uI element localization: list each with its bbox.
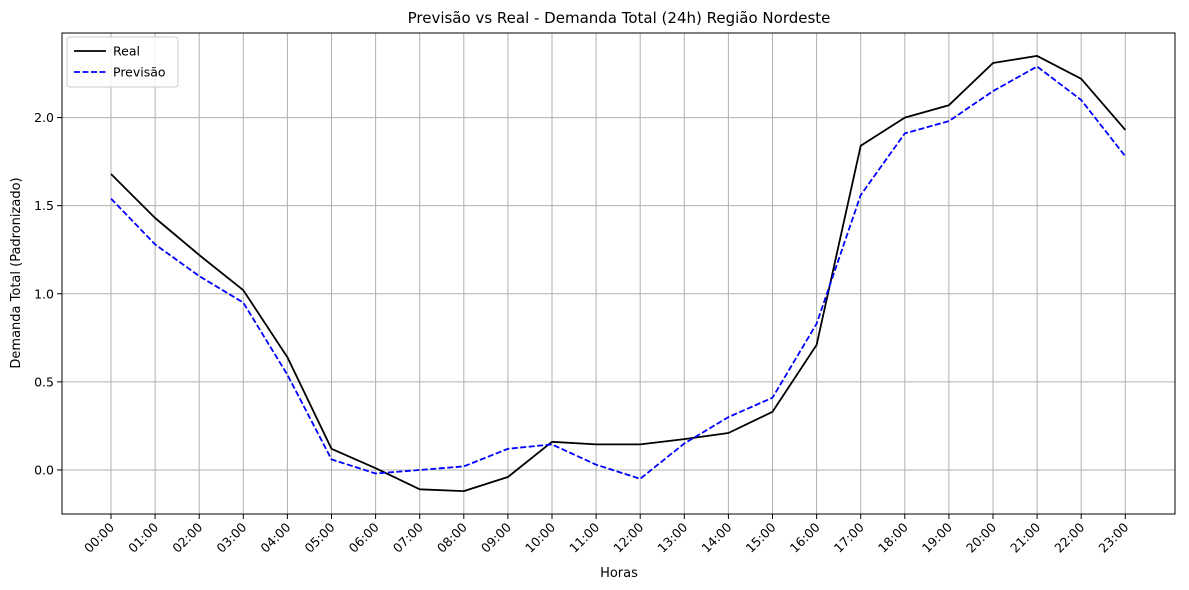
legend-label-real: Real xyxy=(113,44,140,59)
x-tick-label: 22:00 xyxy=(1051,519,1087,555)
x-tick-label: 01:00 xyxy=(125,519,161,555)
legend-entry-real: Real xyxy=(74,44,140,59)
series-line-previsao xyxy=(110,65,1127,480)
x-axis-label: Horas xyxy=(600,566,638,581)
x-tick-label: 06:00 xyxy=(346,519,382,555)
series-line-real xyxy=(110,55,1126,493)
x-tick-label: 17:00 xyxy=(831,519,867,555)
x-tick-label: 04:00 xyxy=(257,519,293,555)
x-tick-label: 14:00 xyxy=(698,519,734,555)
series-group xyxy=(110,55,1127,493)
x-tick-label: 11:00 xyxy=(566,519,602,555)
y-tick-label: 0.5 xyxy=(34,374,54,389)
x-tick-label: 21:00 xyxy=(1007,519,1043,555)
y-axis: 0.0 0.5 1.0 1.5 2.0 xyxy=(34,110,62,477)
x-tick-label: 16:00 xyxy=(787,519,823,555)
x-tick-label: 08:00 xyxy=(434,519,470,555)
grid-lines xyxy=(62,33,1175,514)
x-tick-label: 09:00 xyxy=(478,519,514,555)
x-tick-label: 02:00 xyxy=(169,519,205,555)
x-tick-label: 18:00 xyxy=(875,519,911,555)
y-tick-label: 1.0 xyxy=(34,286,54,301)
x-tick-label: 13:00 xyxy=(654,519,690,555)
x-tick-label: 05:00 xyxy=(302,519,338,555)
legend-label-previsao: Previsão xyxy=(113,65,166,80)
x-axis: 00:00 01:00 02:00 03:00 04:00 05:00 06:00 07:00… xyxy=(81,514,1131,556)
x-tick-label: 19:00 xyxy=(919,519,955,555)
y-axis-label: Demanda Total (Padronizado) xyxy=(9,177,24,368)
x-tick-label: 00:00 xyxy=(81,519,117,555)
y-tick-label: 2.0 xyxy=(34,110,54,125)
x-tick-label: 15:00 xyxy=(743,519,779,555)
plot-frame xyxy=(61,32,1176,515)
chart-title: Previsão vs Real - Demanda Total (24h) R… xyxy=(408,9,831,27)
x-tick-label: 12:00 xyxy=(610,519,646,555)
legend: Real Previsão xyxy=(66,36,179,88)
x-tick-label: 03:00 xyxy=(213,519,249,555)
x-tick-label: 20:00 xyxy=(963,519,999,555)
x-tick-label: 23:00 xyxy=(1095,519,1131,555)
x-tick-label: 10:00 xyxy=(522,519,558,555)
x-tick-label: 07:00 xyxy=(390,519,426,555)
legend-box xyxy=(66,36,179,88)
y-tick-label: 0.0 xyxy=(34,462,54,477)
legend-entry-previsao: Previsão xyxy=(74,65,166,80)
y-tick-label: 1.5 xyxy=(34,198,54,213)
